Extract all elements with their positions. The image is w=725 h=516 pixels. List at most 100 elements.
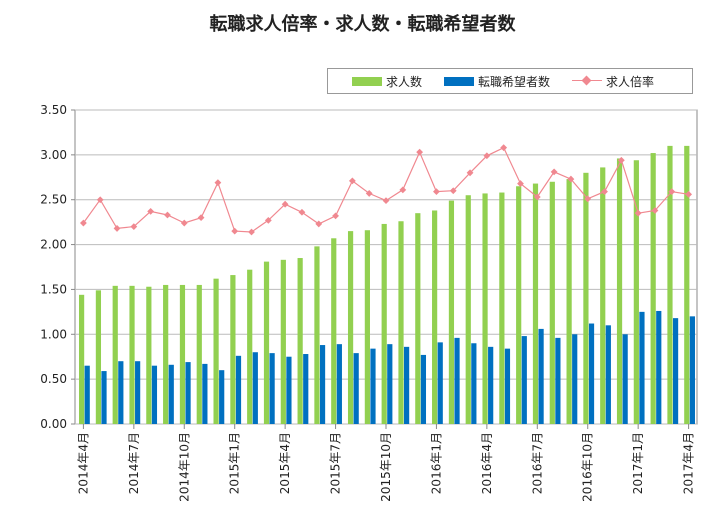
x-tick-label: 2014年10月 (177, 432, 191, 502)
bar-kyujinsu (549, 181, 555, 424)
legend-item-line: 求人倍率 (572, 73, 654, 90)
bar-kyujinsu (633, 160, 639, 425)
bar-tenshoku-kibosha (572, 334, 578, 424)
line-marker (180, 219, 188, 227)
bar-kyujinsu (499, 192, 505, 424)
line-marker (685, 190, 692, 198)
legend-item-bar1: 求人数 (352, 73, 422, 90)
line-marker (382, 197, 390, 205)
bar-kyujinsu (667, 145, 673, 424)
bar-kyujinsu (280, 259, 286, 424)
bar-kyujinsu (297, 258, 303, 424)
line-marker (601, 188, 608, 196)
line-marker (332, 212, 339, 220)
line-marker (80, 219, 87, 227)
line-marker (298, 208, 306, 216)
line-marker (617, 156, 625, 164)
line-marker (433, 188, 440, 196)
bar-tenshoku-kibosha (639, 311, 645, 424)
y-tick-label: 3.50 (40, 103, 67, 117)
bar-tenshoku-kibosha (135, 361, 141, 424)
bar-tenshoku-kibosha (370, 348, 376, 424)
line-marker (466, 169, 474, 177)
bar-kyujinsu (364, 230, 370, 424)
bar-tenshoku-kibosha (303, 354, 309, 424)
line-marker (214, 179, 222, 187)
line-marker (483, 152, 491, 160)
bar-kyujinsu (213, 278, 219, 424)
bar-kyujinsu (263, 261, 270, 424)
line-marker (584, 195, 592, 203)
y-tick-label: 0.50 (40, 372, 67, 386)
bar-kyujinsu (381, 223, 387, 424)
bar-kyujinsu (163, 284, 169, 424)
line-marker (634, 209, 642, 217)
bar-kyujinsu (398, 221, 404, 424)
legend-item-bar2: 転職希望者数 (444, 73, 550, 90)
bar-kyujinsu (516, 186, 522, 424)
line-marker (315, 220, 323, 228)
line-kyujin-bairitsu (82, 146, 689, 233)
line-marker (651, 207, 659, 214)
y-tick-label: 3.00 (40, 148, 67, 162)
x-tick-label: 2015年4月 (278, 432, 292, 494)
line-marker (231, 227, 239, 235)
bar-tenshoku-kibosha (437, 342, 443, 424)
x-tick-label: 2014年4月 (76, 432, 90, 494)
bar-tenshoku-kibosha (252, 352, 258, 424)
line-marker (197, 214, 205, 222)
chart-title: 転職求人倍率・求人数・転職希望者数 (209, 14, 516, 35)
line-marker (567, 175, 575, 183)
legend-swatch-bar1 (352, 76, 382, 86)
bar-kyujinsu (347, 231, 354, 424)
x-tick-label: 2017年4月 (682, 432, 696, 494)
bar-tenshoku-kibosha (488, 346, 494, 424)
bar-tenshoku-kibosha (521, 336, 527, 424)
bar-kyujinsu (616, 158, 623, 424)
y-tick-label: 0.00 (40, 417, 67, 431)
x-tick-label: 2016年1月 (429, 432, 443, 494)
legend-label-bar2: 転職希望者数 (478, 74, 551, 89)
bar-tenshoku-kibosha (185, 362, 191, 424)
bar-kyujinsu (79, 294, 85, 424)
line-marker (113, 225, 121, 232)
legend-label-bar1: 求人数 (386, 74, 423, 89)
bar-kyujinsu (112, 285, 118, 424)
bar-kyujinsu (532, 183, 539, 424)
line-marker (130, 223, 138, 231)
x-tick-label: 2015年7月 (329, 432, 343, 494)
bar-tenshoku-kibosha (622, 334, 628, 424)
line-marker (668, 188, 676, 196)
bar-kyujinsu (179, 284, 186, 424)
bar-kyujinsu (583, 172, 589, 424)
bar-kyujinsu (432, 210, 438, 424)
x-tick-label: 2016年4月 (480, 432, 494, 494)
line-marker (399, 186, 407, 194)
bar-tenshoku-kibosha (319, 345, 326, 424)
line-marker (550, 168, 558, 176)
bar-kyujinsu (247, 269, 253, 424)
y-tick-label: 2.50 (40, 193, 67, 207)
bar-tenshoku-kibosha (538, 328, 544, 424)
bar-kyujinsu (146, 286, 152, 424)
line-marker (416, 148, 424, 156)
bar-kyujinsu (600, 167, 606, 424)
line-marker (365, 190, 373, 197)
bar-kyujinsu (448, 200, 455, 424)
bar-tenshoku-kibosha (269, 353, 275, 424)
bar-tenshoku-kibosha (387, 344, 393, 424)
y-tick-label: 1.00 (40, 327, 67, 341)
line-marker (248, 228, 255, 236)
y-tick-label: 1.50 (40, 282, 67, 296)
bar-tenshoku-kibosha (689, 316, 695, 424)
bar-kyujinsu (331, 238, 337, 424)
x-tick-label: 2015年1月 (228, 432, 242, 494)
bar-tenshoku-kibosha (605, 325, 611, 424)
bar-tenshoku-kibosha (219, 370, 225, 424)
bar-tenshoku-kibosha (336, 344, 342, 424)
bar-tenshoku-kibosha (151, 365, 158, 424)
line-marker (449, 187, 457, 195)
bar-tenshoku-kibosha (555, 337, 561, 424)
legend: 求人数 転職希望者数 求人倍率 (327, 68, 693, 94)
